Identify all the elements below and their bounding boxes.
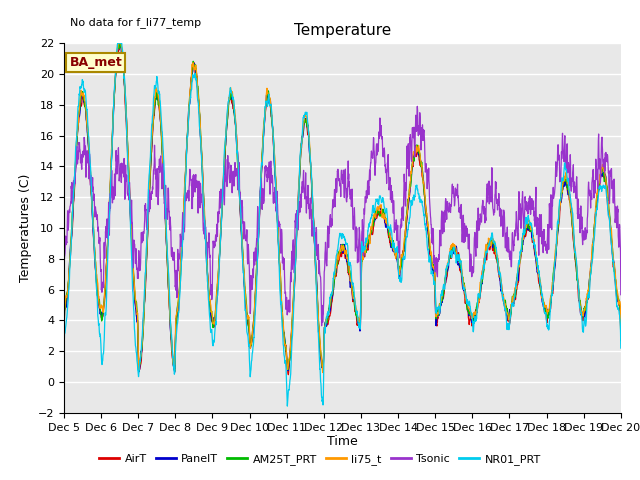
PanelT — [115, 40, 122, 46]
li75_t — [568, 216, 576, 222]
Text: No data for f_li77_temp: No data for f_li77_temp — [70, 17, 201, 28]
Title: Temperature: Temperature — [294, 23, 391, 38]
li75_t — [617, 333, 625, 339]
AM25T_PRT — [568, 220, 576, 226]
NR01_PRT — [284, 403, 291, 409]
AM25T_PRT — [371, 214, 379, 219]
Line: PanelT: PanelT — [64, 43, 621, 372]
NR01_PRT — [359, 246, 367, 252]
AirT — [116, 41, 124, 47]
Tsonic — [413, 103, 421, 109]
AirT — [505, 315, 513, 321]
NR01_PRT — [216, 259, 223, 265]
AM25T_PRT — [359, 250, 367, 255]
Tsonic — [371, 168, 379, 174]
Line: AM25T_PRT: AM25T_PRT — [64, 43, 621, 372]
NR01_PRT — [568, 206, 576, 212]
Legend: AirT, PanelT, AM25T_PRT, li75_t, Tsonic, NR01_PRT: AirT, PanelT, AM25T_PRT, li75_t, Tsonic,… — [95, 450, 545, 469]
NR01_PRT — [505, 322, 513, 328]
li75_t — [60, 335, 68, 341]
AM25T_PRT — [505, 316, 513, 322]
Line: li75_t: li75_t — [64, 43, 621, 372]
li75_t — [115, 40, 122, 46]
AirT — [617, 337, 625, 343]
Line: NR01_PRT: NR01_PRT — [64, 43, 621, 406]
AirT — [60, 338, 68, 344]
Line: Tsonic: Tsonic — [64, 106, 621, 326]
PanelT — [359, 253, 367, 259]
Y-axis label: Temperatures (C): Temperatures (C) — [19, 174, 32, 282]
PanelT — [171, 370, 179, 375]
PanelT — [60, 337, 68, 343]
AM25T_PRT — [60, 337, 68, 343]
AirT — [216, 253, 223, 259]
NR01_PRT — [60, 350, 68, 356]
AM25T_PRT — [171, 369, 179, 374]
li75_t — [359, 254, 367, 260]
AM25T_PRT — [115, 40, 122, 46]
AM25T_PRT — [584, 297, 591, 302]
NR01_PRT — [584, 296, 591, 302]
AirT — [359, 254, 367, 260]
AM25T_PRT — [617, 337, 625, 343]
Tsonic — [359, 227, 367, 232]
NR01_PRT — [371, 205, 379, 211]
Line: AirT: AirT — [64, 44, 621, 375]
AirT — [568, 218, 576, 224]
PanelT — [371, 217, 379, 223]
AM25T_PRT — [216, 248, 223, 254]
Tsonic — [568, 176, 576, 182]
AirT — [584, 294, 591, 300]
Tsonic — [216, 202, 223, 208]
PanelT — [584, 295, 591, 300]
Text: BA_met: BA_met — [70, 56, 122, 69]
li75_t — [216, 250, 223, 255]
PanelT — [505, 317, 513, 323]
Tsonic — [60, 306, 68, 312]
Tsonic — [318, 323, 326, 329]
li75_t — [371, 214, 379, 220]
li75_t — [319, 370, 326, 375]
AirT — [371, 215, 379, 220]
PanelT — [216, 247, 223, 253]
Tsonic — [505, 235, 513, 240]
NR01_PRT — [114, 40, 122, 46]
li75_t — [505, 317, 513, 323]
X-axis label: Time: Time — [327, 435, 358, 448]
Tsonic — [617, 292, 625, 298]
AirT — [285, 372, 292, 378]
NR01_PRT — [617, 345, 625, 351]
Tsonic — [584, 214, 591, 219]
li75_t — [584, 292, 591, 298]
PanelT — [617, 334, 625, 339]
PanelT — [568, 218, 576, 224]
